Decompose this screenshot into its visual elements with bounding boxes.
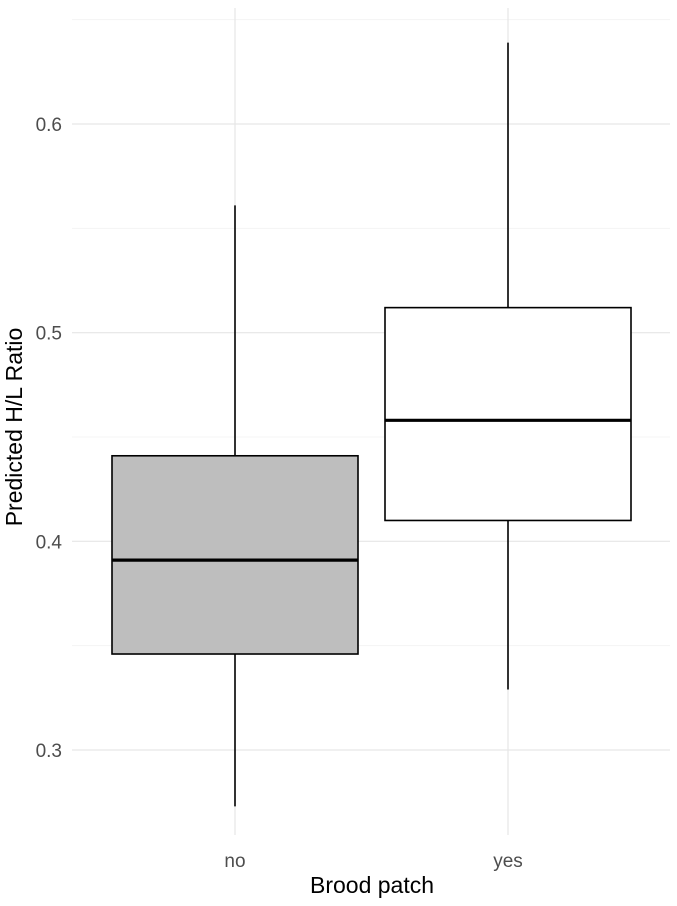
x-axis-ticks: no yes [224, 851, 522, 872]
y-tick-label: 0.3 [36, 741, 62, 762]
box-series [111, 42, 632, 807]
x-tick-label: no [224, 851, 245, 872]
box-iqr [111, 454, 359, 655]
y-tick-label: 0.5 [36, 324, 62, 345]
box-iqr [384, 306, 632, 522]
box-yes [384, 42, 632, 690]
y-tick-label: 0.6 [36, 115, 62, 136]
y-axis-ticks: 0.3 0.4 0.5 0.6 [36, 115, 63, 762]
x-tick-label: yes [493, 851, 523, 872]
x-axis-title: Brood patch [310, 872, 434, 898]
box-no [111, 205, 359, 807]
y-tick-label: 0.4 [36, 532, 63, 553]
y-axis-title: Predicted H/L Ratio [1, 328, 27, 527]
